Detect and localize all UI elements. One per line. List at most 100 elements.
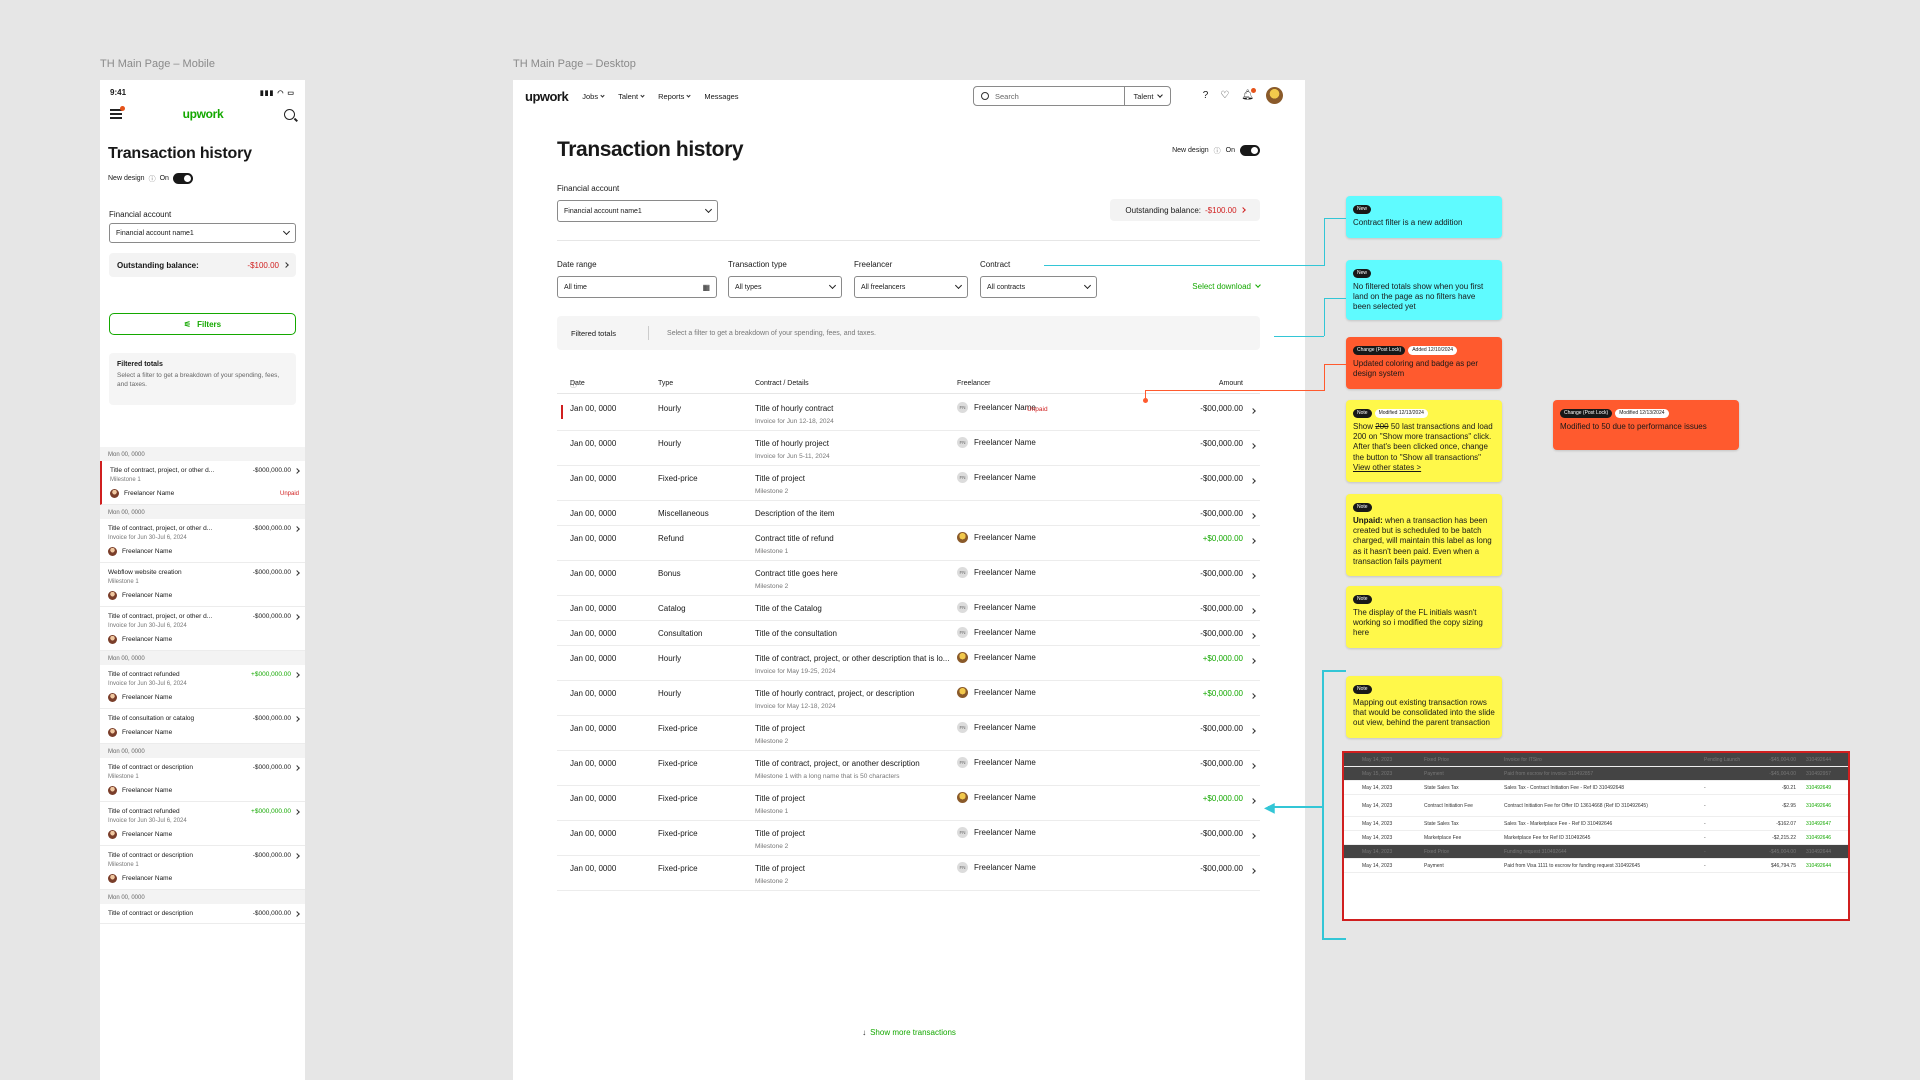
bell-icon[interactable]: 🔔︎ bbox=[1241, 88, 1256, 101]
table-row[interactable]: Jan 00, 0000 Fixed-price Title of project M… bbox=[557, 466, 1260, 501]
row-sub: Invoice for May 12-18, 2024 bbox=[755, 703, 836, 710]
note-tag: New bbox=[1353, 205, 1372, 214]
table-row[interactable]: Jan 00, 0000 Fixed-price Title of contract… bbox=[557, 751, 1260, 786]
contract-select[interactable]: All contracts bbox=[980, 276, 1097, 298]
nav-reports[interactable]: Reports bbox=[658, 92, 691, 101]
list-item[interactable]: Title of contract or description -$000,00… bbox=[100, 846, 305, 890]
list-item[interactable]: Title of contract, project, or other d..… bbox=[100, 519, 305, 563]
table-row[interactable]: Jan 00, 0000 Fixed-price Title of project M… bbox=[557, 716, 1260, 751]
signal-icon: ▮▮▮ ◠ ▭ bbox=[259, 89, 295, 97]
transaction-title: Title of contract refunded bbox=[108, 808, 180, 815]
table-row[interactable]: Jan 00, 0000 Hourly Title of hourly projec… bbox=[557, 431, 1260, 466]
row-date: Jan 00, 0000 bbox=[570, 569, 617, 578]
note-tag: Change (Post Lock) bbox=[1560, 409, 1613, 418]
new-design-toggle[interactable] bbox=[172, 173, 193, 184]
list-item[interactable]: Title of contract refunded +$000,000.00 In… bbox=[100, 802, 305, 846]
freelancer-name: Freelancer Name bbox=[974, 473, 1036, 482]
freelancer-name: Freelancer Name bbox=[974, 793, 1036, 802]
table-row[interactable]: Jan 00, 0000 Hourly Title of contract, pro… bbox=[557, 646, 1260, 681]
outstanding-balance[interactable]: Outstanding balance: -$100.00 bbox=[109, 253, 296, 277]
show-more-button[interactable]: ↓ Show more transactions bbox=[862, 1028, 956, 1037]
chevron-right-icon bbox=[1250, 763, 1256, 769]
table-row[interactable]: Jan 00, 0000 Hourly Title of hourly contra… bbox=[557, 396, 1260, 431]
nav-talent[interactable]: Talent bbox=[618, 92, 645, 101]
row-sub: Milestone 1 with a long name that is 50 … bbox=[755, 773, 900, 780]
chevron-right-icon bbox=[1250, 538, 1256, 544]
filters-button[interactable]: ⚟ Filters bbox=[109, 313, 296, 335]
table-row[interactable]: Jan 00, 0000 Hourly Title of hourly contra… bbox=[557, 681, 1260, 716]
table-row[interactable]: Jan 00, 0000 Consultation Title of the con… bbox=[557, 621, 1260, 646]
row-type: Fixed-price bbox=[658, 794, 698, 803]
table-row[interactable]: Jan 00, 0000 Fixed-price Title of project M… bbox=[557, 821, 1260, 856]
list-item[interactable]: Title of contract, project, or other d..… bbox=[100, 461, 305, 505]
avatar bbox=[108, 547, 117, 556]
search-input[interactable]: Search Talent bbox=[973, 86, 1171, 106]
freelancer-name: Freelancer Name bbox=[974, 628, 1036, 637]
table-row[interactable]: Jan 00, 0000 Miscellaneous Description of … bbox=[557, 501, 1260, 526]
freelancer-initials: FN bbox=[957, 722, 968, 733]
list-item[interactable]: Title of contract or description -$000,00… bbox=[100, 904, 305, 924]
table-header: Date ⓘ Type Contract / Details Freelance… bbox=[557, 380, 1260, 394]
outstanding-label: Outstanding balance: bbox=[117, 260, 199, 270]
table-row: May 14, 2023 State Sales Tax Sales Tax - M… bbox=[1344, 817, 1848, 831]
row-title: Title of the Catalog bbox=[755, 604, 822, 613]
transaction-title: Title of contract, project, or other d..… bbox=[110, 467, 215, 474]
search-icon bbox=[981, 92, 989, 100]
list-item[interactable]: Title of consultation or catalog -$000,00… bbox=[100, 709, 305, 744]
col-contract: Contract / Details bbox=[755, 380, 809, 387]
table-row[interactable]: Jan 00, 0000 Fixed-price Title of project M… bbox=[557, 856, 1260, 891]
view-other-states-link[interactable]: View other states > bbox=[1353, 463, 1422, 473]
list-item[interactable]: Title of contract, project, or other d..… bbox=[100, 607, 305, 651]
nav-jobs[interactable]: Jobs bbox=[582, 92, 605, 101]
menu-icon[interactable] bbox=[110, 106, 125, 119]
note-tag: New bbox=[1353, 269, 1372, 278]
row-amount: -$00,000.00 bbox=[1200, 829, 1243, 838]
nav-messages[interactable]: Messages bbox=[704, 91, 739, 101]
date-range-input[interactable]: All time ▦ bbox=[557, 276, 717, 298]
list-item[interactable]: Title of contract refunded +$000,000.00 In… bbox=[100, 665, 305, 709]
table-row[interactable]: Jan 00, 0000 Fixed-price Title of project M… bbox=[557, 786, 1260, 821]
date-range-label: Date range bbox=[557, 260, 597, 269]
logo[interactable]: upwork bbox=[525, 88, 569, 104]
search-icon[interactable] bbox=[284, 108, 295, 120]
row-date: Jan 00, 0000 bbox=[570, 629, 617, 638]
table-row[interactable]: Jan 00, 0000 Catalog Title of the Catalog F… bbox=[557, 596, 1260, 621]
table-row[interactable]: Jan 00, 0000 Bonus Contract title goes her… bbox=[557, 561, 1260, 596]
avatar[interactable] bbox=[1266, 87, 1283, 104]
freelancer-label: Freelancer bbox=[854, 260, 893, 269]
help-icon[interactable]: ? bbox=[1202, 90, 1209, 101]
freelancer-name: Freelancer Name bbox=[974, 688, 1036, 697]
select-download-button[interactable]: Select download bbox=[1192, 282, 1261, 291]
logo[interactable]: upwork bbox=[182, 107, 224, 121]
list-item[interactable]: Webflow website creation -$000,000.00 Mile… bbox=[100, 563, 305, 607]
transaction-type-select[interactable]: All types bbox=[728, 276, 842, 298]
row-amount: -$00,000.00 bbox=[1200, 439, 1243, 448]
financial-account-select[interactable]: Financial account name1 bbox=[109, 223, 296, 243]
freelancer-name: Freelancer Name bbox=[974, 723, 1036, 732]
date-group-header: Mon 00, 0000 bbox=[100, 744, 305, 758]
heart-icon[interactable]: ♡ bbox=[1220, 90, 1230, 101]
transaction-amount: -$000,000.00 bbox=[252, 613, 291, 620]
new-design-toggle[interactable] bbox=[1240, 145, 1260, 156]
freelancer-name: Freelancer Name bbox=[122, 729, 173, 736]
freelancer-name: Freelancer Name bbox=[974, 533, 1036, 542]
outstanding-balance[interactable]: Outstanding balance: -$100.00 bbox=[1110, 199, 1260, 221]
row-type: Refund bbox=[658, 534, 684, 543]
note-text: Unpaid: when a transaction has been crea… bbox=[1353, 515, 1492, 567]
row-amount: +$0,000.00 bbox=[1202, 654, 1243, 663]
connector-line bbox=[1322, 938, 1346, 940]
search-scope-select[interactable]: Talent bbox=[1124, 87, 1170, 105]
avatar bbox=[108, 693, 117, 702]
new-design-toggle-row: New design ⓘ On bbox=[1172, 145, 1260, 156]
note-text: No filtered totals show when you first l… bbox=[1353, 281, 1484, 312]
avatar bbox=[108, 830, 117, 839]
mobile-frame-label: TH Main Page – Mobile bbox=[100, 58, 215, 70]
row-type: Bonus bbox=[658, 569, 681, 578]
status-bar: 9:41 ▮▮▮ ◠ ▭ bbox=[100, 80, 305, 97]
list-item[interactable]: Title of contract or description -$000,00… bbox=[100, 758, 305, 802]
freelancer-select[interactable]: All freelancers bbox=[854, 276, 968, 298]
financial-account-select[interactable]: Financial account name1 bbox=[557, 200, 718, 222]
table-row[interactable]: Jan 00, 0000 Refund Contract title of refu… bbox=[557, 526, 1260, 561]
financial-account-label: Financial account bbox=[557, 184, 620, 193]
row-amount: -$00,000.00 bbox=[1200, 759, 1243, 768]
